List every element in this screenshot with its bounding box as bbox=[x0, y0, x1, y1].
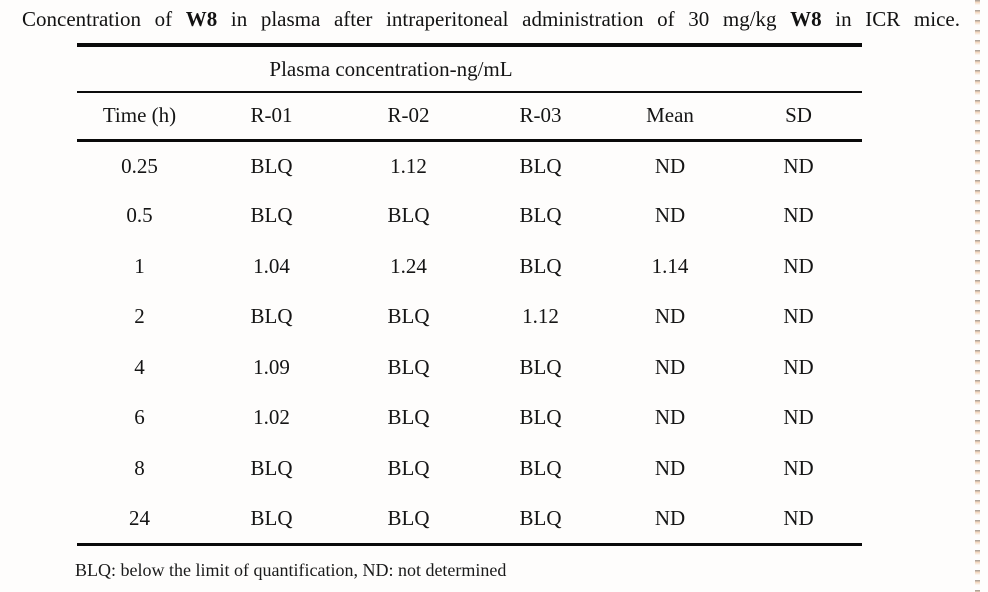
column-header: SD bbox=[735, 92, 862, 142]
column-header: Mean bbox=[605, 92, 735, 142]
table-row: 1 1.04 1.24 BLQ 1.14 ND bbox=[77, 241, 862, 292]
column-header: Time (h) bbox=[77, 92, 202, 142]
group-header-row: Plasma concentration-ng/mL bbox=[77, 45, 862, 93]
value-cell: 1.12 bbox=[522, 304, 559, 329]
table-row: 0.5 BLQ BLQ BLQ ND ND bbox=[77, 191, 862, 242]
value-cell: BLQ bbox=[519, 405, 562, 430]
value-cell: BLQ bbox=[202, 493, 341, 546]
table-row: 8 BLQ BLQ BLQ ND ND bbox=[77, 443, 862, 494]
value-cell: BLQ bbox=[519, 203, 562, 228]
value-cell: ND bbox=[783, 203, 814, 228]
value-cell: BLQ bbox=[250, 203, 293, 228]
value-cell: BLQ bbox=[250, 455, 293, 480]
value-cell: 1.04 bbox=[253, 253, 290, 278]
value-cell: BLQ bbox=[387, 405, 430, 430]
value-cell: BLQ bbox=[250, 153, 293, 178]
table-row: 2 BLQ BLQ 1.12 ND ND bbox=[77, 292, 862, 343]
caption-bold-compound: W8 bbox=[790, 7, 822, 31]
value-cell: BLQ bbox=[387, 455, 430, 480]
value-cell: BLQ bbox=[519, 354, 562, 379]
value-cell: BLQ bbox=[387, 304, 430, 329]
time-cell: 24 bbox=[77, 493, 202, 546]
time-cell: 0.5 bbox=[126, 203, 153, 228]
value-cell: BLQ bbox=[519, 153, 562, 178]
value-cell: ND bbox=[783, 253, 814, 278]
value-cell: BLQ bbox=[519, 253, 562, 278]
column-header: R-02 bbox=[341, 92, 476, 142]
time-cell: 6 bbox=[134, 405, 145, 430]
value-cell: BLQ bbox=[341, 493, 476, 546]
value-cell: ND bbox=[654, 304, 686, 329]
caption-bold-compound: W8 bbox=[185, 7, 218, 31]
value-cell: ND bbox=[783, 354, 814, 379]
value-cell: 1.24 bbox=[390, 253, 427, 278]
column-header-row: Time (h) R-01 R-02 R-03 Mean SD bbox=[77, 92, 862, 142]
value-cell: 1.12 bbox=[390, 153, 427, 178]
time-cell: 2 bbox=[134, 304, 145, 329]
value-cell: 1.02 bbox=[253, 405, 290, 430]
value-cell: ND bbox=[783, 153, 814, 178]
value-cell: BLQ bbox=[519, 455, 562, 480]
table-row: 24 BLQ BLQ BLQ ND ND bbox=[77, 493, 862, 546]
table-footnote: BLQ: below the limit of quantification, … bbox=[75, 560, 507, 580]
time-cell: 1 bbox=[134, 253, 145, 278]
table-row: 0.25 BLQ 1.12 BLQ ND ND bbox=[77, 140, 862, 191]
value-cell: 1.09 bbox=[253, 354, 290, 379]
group-header-label: Plasma concentration-ng/mL bbox=[269, 56, 513, 81]
caption-segment: Concentration of bbox=[22, 7, 186, 31]
column-header: R-03 bbox=[476, 92, 605, 142]
value-cell: ND bbox=[783, 304, 814, 329]
value-cell: ND bbox=[654, 153, 686, 178]
caption-segment: in plasma after intraperitoneal administ… bbox=[217, 7, 791, 31]
page-edge-dots-decoration bbox=[975, 0, 980, 592]
value-cell: ND bbox=[783, 405, 814, 430]
time-cell: 8 bbox=[134, 455, 145, 480]
caption-segment: in ICR mice. bbox=[821, 7, 960, 31]
value-cell: ND bbox=[654, 405, 686, 430]
value-cell: BLQ bbox=[476, 493, 605, 546]
value-cell: ND bbox=[654, 354, 686, 379]
table-row: 6 1.02 BLQ BLQ ND ND bbox=[77, 393, 862, 444]
value-cell: ND bbox=[654, 455, 686, 480]
value-cell: ND bbox=[654, 203, 686, 228]
table-caption: Concentration of W8 in plasma after intr… bbox=[22, 5, 960, 33]
column-header: R-01 bbox=[202, 92, 341, 142]
value-cell: BLQ bbox=[387, 354, 430, 379]
plasma-concentration-table: Plasma concentration-ng/mL Time (h) R-01 R… bbox=[77, 43, 862, 546]
time-cell: 4 bbox=[134, 354, 145, 379]
value-cell: ND bbox=[735, 493, 862, 546]
table-row: 4 1.09 BLQ BLQ ND ND bbox=[77, 342, 862, 393]
value-cell: ND bbox=[605, 493, 735, 546]
time-cell: 0.25 bbox=[121, 153, 158, 178]
value-cell: ND bbox=[783, 455, 814, 480]
value-cell: 1.14 bbox=[651, 253, 689, 278]
value-cell: BLQ bbox=[250, 304, 293, 329]
value-cell: BLQ bbox=[387, 203, 430, 228]
